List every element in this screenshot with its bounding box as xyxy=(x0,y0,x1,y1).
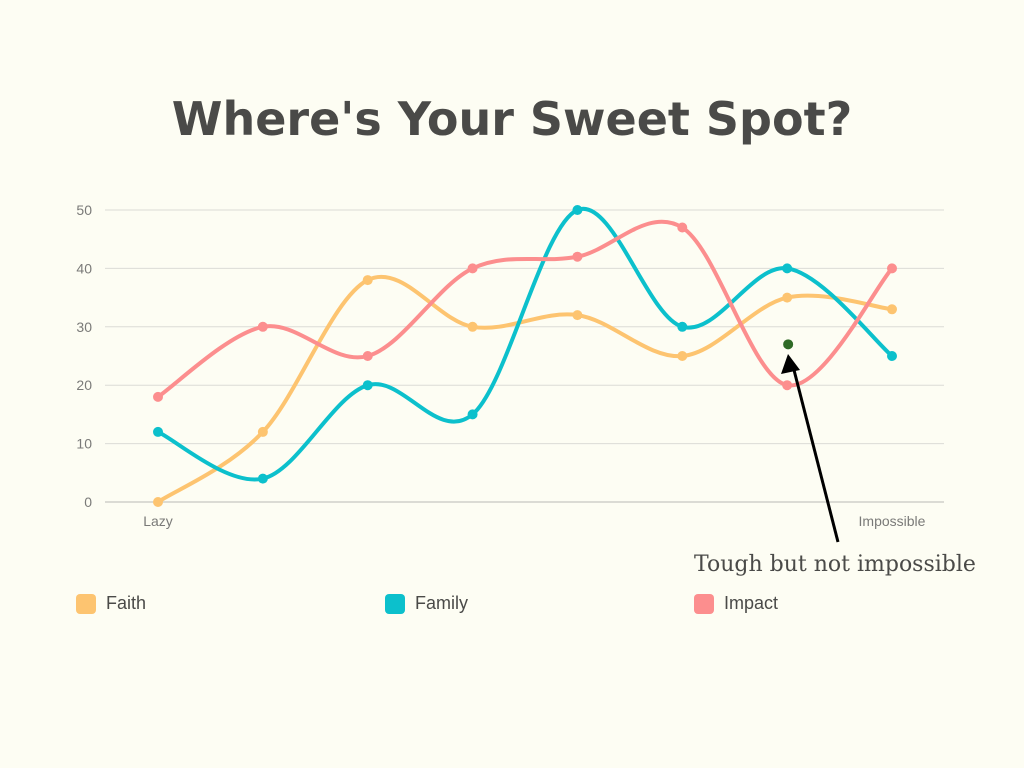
annotation-point xyxy=(783,339,794,350)
series-family xyxy=(153,205,897,484)
legend-swatch-family xyxy=(385,593,405,614)
data-point-family-3 xyxy=(467,409,478,420)
x-axis: Lazy Impossible xyxy=(143,513,925,529)
series-line-faith xyxy=(156,275,894,504)
data-point-impact-7 xyxy=(887,263,897,274)
data-point-faith-3 xyxy=(467,321,478,332)
legend-swatch-faith xyxy=(76,593,96,614)
y-axis: 0 10 20 30 40 50 xyxy=(76,202,92,510)
annotation-arrow-head xyxy=(781,354,800,374)
data-point-impact-2 xyxy=(362,351,373,361)
series-group xyxy=(153,205,897,507)
annotation: Tough but not impossible xyxy=(694,339,976,577)
data-point-family-4 xyxy=(572,205,583,215)
data-point-impact-6 xyxy=(782,380,793,391)
legend-item-impact: Impact xyxy=(694,593,778,614)
y-tick-label-40: 40 xyxy=(76,260,92,276)
legend-label-impact: Impact xyxy=(724,593,779,613)
annotation-text: Tough but not impossible xyxy=(694,552,976,577)
data-point-faith-6 xyxy=(782,292,793,303)
series-impact xyxy=(153,219,897,402)
data-point-family-6 xyxy=(782,263,793,274)
legend-item-faith: Faith xyxy=(76,593,146,614)
annotation-arrow-shaft xyxy=(792,369,840,543)
data-point-impact-0 xyxy=(153,391,163,402)
data-point-family-0 xyxy=(153,426,163,437)
data-point-faith-2 xyxy=(362,275,373,286)
data-point-faith-0 xyxy=(153,497,163,507)
series-faith xyxy=(153,275,897,507)
data-point-faith-7 xyxy=(887,304,897,315)
data-point-faith-5 xyxy=(677,351,688,361)
data-point-family-2 xyxy=(362,380,373,391)
data-point-faith-1 xyxy=(257,426,268,437)
data-point-family-1 xyxy=(257,473,268,484)
data-point-faith-4 xyxy=(572,310,583,321)
data-point-family-7 xyxy=(887,351,897,361)
y-tick-label-10: 10 xyxy=(76,436,92,452)
series-line-family xyxy=(156,206,894,482)
data-point-impact-3 xyxy=(467,263,478,274)
y-tick-label-20: 20 xyxy=(76,377,92,393)
data-point-impact-4 xyxy=(572,251,583,262)
data-point-family-5 xyxy=(677,321,688,332)
chart-title: Where's Your Sweet Spot? xyxy=(171,92,853,146)
y-tick-label-30: 30 xyxy=(76,319,92,335)
x-tick-label-impossible: Impossible xyxy=(859,513,926,529)
grid xyxy=(105,209,944,503)
legend-label-faith: Faith xyxy=(106,593,147,613)
legend-swatch-impact xyxy=(694,593,714,614)
data-point-impact-1 xyxy=(257,321,268,332)
legend-label-family: Family xyxy=(415,593,468,613)
x-tick-label-lazy: Lazy xyxy=(143,513,173,529)
legend-item-family: Family xyxy=(385,593,468,614)
data-point-impact-5 xyxy=(677,222,688,233)
y-tick-label-0: 0 xyxy=(84,494,92,510)
y-tick-label-50: 50 xyxy=(76,202,92,218)
